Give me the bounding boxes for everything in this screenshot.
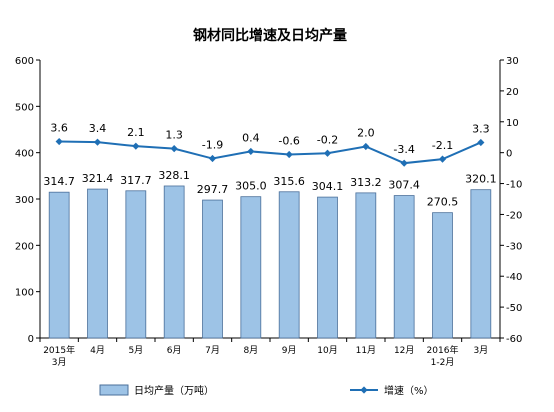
line-point	[438, 155, 447, 163]
y-right-tick-label: 0	[506, 149, 512, 160]
x-tick-label: 7月	[205, 345, 220, 356]
x-tick-label: 6月	[167, 345, 182, 356]
y-right-tick-label: -10	[506, 180, 522, 191]
bar-data-label: 317.7	[120, 174, 152, 187]
bar-data-label: 320.1	[465, 173, 497, 186]
legend-line-marker	[360, 386, 368, 394]
line-data-label: 2.0	[357, 126, 375, 139]
bar	[202, 199, 223, 339]
bar-data-label: 313.2	[350, 176, 382, 189]
x-tick-label: 3月	[473, 345, 488, 356]
y-left-tick-label: 200	[15, 241, 34, 252]
x-tick-label: 2015年	[43, 344, 75, 356]
bar	[125, 190, 147, 339]
bar	[355, 192, 377, 339]
bar-data-label: 314.7	[43, 175, 75, 188]
x-tick-label: 9月	[282, 345, 297, 356]
bar	[163, 185, 185, 339]
axes: 0 100 200 300 400 500 600 -60 -50 -40 -30 -20 -10 0 10…	[15, 56, 522, 368]
y-right-tick-label: -40	[506, 272, 522, 283]
x-tick-label: 5月	[128, 345, 143, 356]
line-point	[400, 159, 408, 167]
line-point	[323, 149, 332, 157]
x-tick-label: 3月	[52, 357, 67, 368]
legend-line-label: 增速（%）	[384, 384, 434, 397]
x-tick-label: 8月	[243, 345, 258, 356]
bar-data-label: 305.0	[235, 180, 267, 193]
line-point	[55, 137, 63, 146]
y-left-tick-label: 600	[15, 56, 34, 67]
line-data-label: 1.3	[165, 129, 183, 142]
legend-bar-swatch	[99, 384, 129, 396]
bar-data-label: 270.5	[427, 196, 459, 209]
bar	[240, 196, 262, 339]
bar	[87, 188, 108, 339]
bar-data-label: 304.1	[312, 180, 344, 193]
x-tick-label: 1-2月	[431, 357, 455, 368]
bar-data-label: 297.7	[197, 183, 229, 196]
line-point	[285, 150, 293, 159]
bar	[470, 189, 492, 339]
line-data-label: -2.1	[432, 139, 453, 152]
x-tick-label: 10月	[317, 345, 337, 356]
line-series: 3.6 3.4 2.1 1.3 -1.9 0.4 -0.6 -0.2 2.0 -3.4 -2.1 3.…	[50, 122, 490, 167]
bar-series: 314.7 321.4 317.7 328.1 297.7 305.0 315.6 304.1…	[43, 169, 497, 339]
line-point	[362, 142, 370, 151]
y-right-tick-label: -60	[506, 334, 522, 345]
legend-bar-label: 日均产量（万吨）	[134, 384, 214, 397]
line-data-label: -3.4	[393, 143, 414, 156]
line-data-label: 2.1	[127, 126, 145, 139]
line-point	[208, 154, 217, 163]
bar	[278, 191, 300, 339]
bar-data-label: 307.4	[388, 179, 420, 192]
line-data-label: 0.4	[242, 131, 260, 144]
x-tick-label: 12月	[394, 345, 414, 356]
line-path	[59, 140, 482, 165]
x-tick-label: 2016年	[427, 344, 459, 356]
legend: 日均产量（万吨） 增速（%）	[99, 384, 434, 397]
y-right-tick-label: -30	[506, 241, 522, 252]
line-point	[132, 142, 140, 150]
y-right-tick-label: 20	[506, 87, 519, 98]
line-point	[170, 145, 178, 153]
y-left-tick-label: 100	[15, 288, 34, 299]
bar	[393, 195, 415, 339]
bar-data-label: 328.1	[158, 169, 190, 182]
bar-data-label: 315.6	[273, 175, 305, 188]
line-point	[247, 147, 255, 156]
y-right-tick-label: 10	[506, 118, 519, 129]
line-data-label: -0.2	[317, 133, 338, 146]
y-right-tick-label: -20	[506, 210, 522, 221]
line-data-label: 3.3	[472, 122, 490, 135]
chart-title: 钢材同比增速及日均产量	[193, 27, 347, 44]
line-data-label: -0.6	[278, 135, 299, 148]
line-data-label: 3.6	[50, 122, 68, 135]
line-data-label: -1.9	[202, 139, 223, 152]
y-left-tick-label: 400	[15, 149, 34, 160]
bar-data-label: 321.4	[82, 172, 114, 185]
y-left-tick-label: 500	[15, 102, 34, 113]
line-point	[477, 138, 485, 147]
bar	[317, 196, 338, 339]
x-tick-label: 11月	[356, 345, 376, 356]
x-tick-label: 4月	[90, 345, 105, 356]
y-right-tick-label: 30	[506, 56, 519, 67]
y-left-tick-label: 300	[15, 195, 34, 206]
bar	[48, 191, 70, 339]
bar	[432, 212, 453, 339]
y-right-tick-label: -50	[506, 303, 522, 314]
line-point	[93, 138, 102, 146]
line-data-label: 3.4	[89, 122, 107, 135]
y-left-tick-label: 0	[28, 334, 34, 345]
